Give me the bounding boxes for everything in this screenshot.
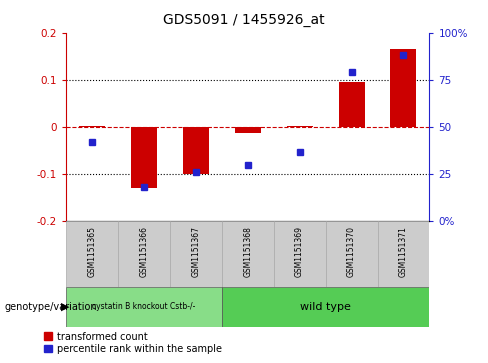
Bar — [131, 127, 157, 188]
Bar — [170, 221, 222, 287]
Text: GSM1151369: GSM1151369 — [295, 226, 304, 277]
Bar — [325, 221, 378, 287]
Text: GSM1151370: GSM1151370 — [347, 226, 356, 277]
Bar — [222, 221, 274, 287]
Bar — [378, 221, 429, 287]
Text: GSM1151371: GSM1151371 — [399, 226, 408, 277]
Bar — [79, 126, 105, 127]
Bar — [183, 127, 209, 174]
Bar — [66, 221, 118, 287]
Text: wild type: wild type — [300, 302, 351, 312]
Bar — [274, 221, 325, 287]
Bar — [286, 126, 313, 127]
Text: GDS5091 / 1455926_at: GDS5091 / 1455926_at — [163, 13, 325, 27]
Text: GSM1151366: GSM1151366 — [139, 226, 148, 277]
Legend: transformed count, percentile rank within the sample: transformed count, percentile rank withi… — [44, 331, 222, 354]
Bar — [222, 287, 429, 327]
Bar — [66, 287, 222, 327]
Text: GSM1151367: GSM1151367 — [191, 226, 200, 277]
Text: ▶: ▶ — [61, 302, 69, 312]
Bar — [235, 127, 261, 133]
Text: genotype/variation: genotype/variation — [5, 302, 98, 312]
Bar — [118, 221, 170, 287]
Text: GSM1151365: GSM1151365 — [87, 226, 96, 277]
Text: cystatin B knockout Cstb-/-: cystatin B knockout Cstb-/- — [92, 302, 196, 311]
Text: GSM1151368: GSM1151368 — [243, 226, 252, 277]
Bar — [339, 82, 365, 127]
Bar — [390, 49, 416, 127]
